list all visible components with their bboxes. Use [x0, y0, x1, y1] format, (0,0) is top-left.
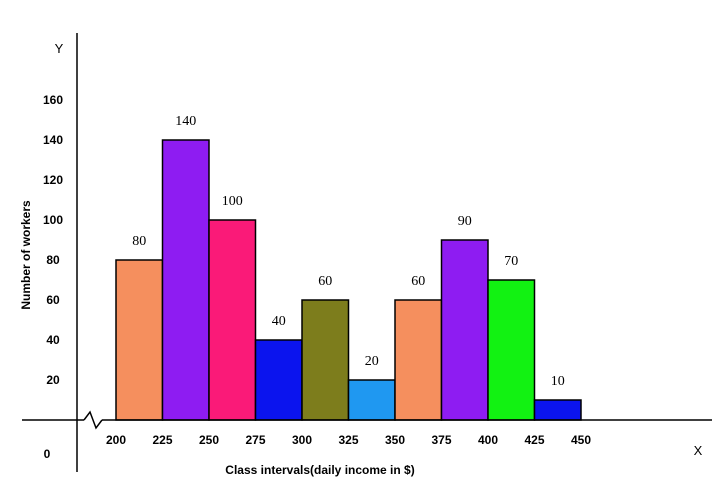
axes-layer	[22, 33, 712, 472]
x-tick-label-375: 375	[431, 433, 451, 447]
bar-350-375	[394, 299, 443, 421]
bar-375-400	[440, 239, 489, 421]
y-tick-label-140: 140	[43, 133, 63, 147]
y-tick-label-100: 100	[43, 213, 63, 227]
x-tick-label-275: 275	[245, 433, 265, 447]
x-tick-label-450: 450	[571, 433, 591, 447]
bars-layer	[115, 139, 582, 421]
data-label-300-325: 60	[318, 274, 332, 289]
y-tick-label-20: 20	[46, 373, 60, 387]
x-axis-letter: X	[694, 443, 703, 458]
bar-200-225	[115, 259, 164, 421]
ticks-layer: 20 40 60 80 100 120 140 160 200 225 250 275 300 325 35…	[43, 93, 591, 447]
y-tick-label-60: 60	[46, 293, 60, 307]
data-label-250-275: 100	[222, 194, 243, 209]
data-label-350-375: 60	[411, 274, 425, 289]
x-tick-label-325: 325	[338, 433, 358, 447]
x-tick-label-350: 350	[385, 433, 405, 447]
y-tick-label-160: 160	[43, 93, 63, 107]
bar-250-275	[208, 219, 257, 421]
x-tick-label-200: 200	[106, 433, 126, 447]
data-label-275-300: 40	[272, 314, 286, 329]
bar-275-300	[254, 339, 303, 421]
bar-225-250	[161, 139, 210, 421]
y-axis-title: Number of workers	[19, 200, 33, 310]
data-label-425-450: 10	[551, 374, 565, 389]
bar-425-450	[533, 399, 582, 421]
y-axis-letter: Y	[55, 41, 64, 56]
data-label-325-350: 20	[365, 354, 379, 369]
bar-300-325	[301, 299, 350, 421]
data-label-375-400: 90	[458, 214, 472, 229]
x-tick-label-225: 225	[152, 433, 172, 447]
x-tick-label-250: 250	[199, 433, 219, 447]
x-tick-label-400: 400	[478, 433, 498, 447]
data-labels-layer: 80 140 100 40 60 20 60 90 70 10	[132, 114, 565, 389]
bar-325-350	[347, 379, 396, 421]
bar-400-425	[487, 279, 536, 421]
data-label-200-225: 80	[132, 234, 146, 249]
origin-label: 0	[44, 447, 51, 461]
y-tick-label-40: 40	[46, 333, 60, 347]
x-axis-break-mark	[83, 410, 103, 430]
x-axis-title: Class intervals(daily income in $)	[225, 463, 414, 477]
data-label-225-250: 140	[175, 114, 196, 129]
x-tick-label-300: 300	[292, 433, 312, 447]
y-tick-label-120: 120	[43, 173, 63, 187]
y-tick-label-80: 80	[46, 253, 60, 267]
data-label-400-425: 70	[504, 254, 518, 269]
x-tick-label-425: 425	[524, 433, 544, 447]
